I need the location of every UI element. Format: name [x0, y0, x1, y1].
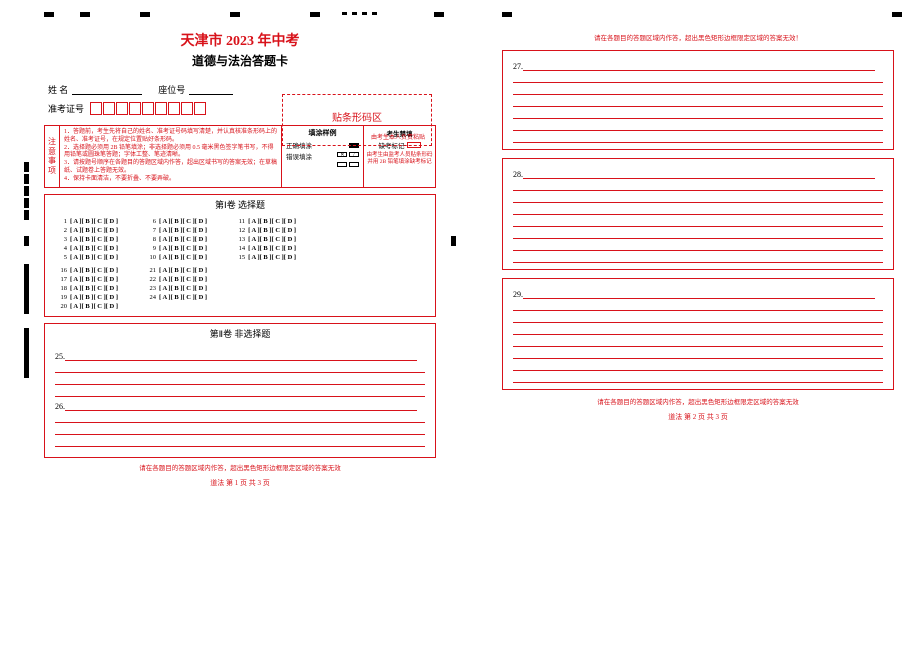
title-block: 天津市 2023 年中考 道德与法治答题卡	[20, 30, 460, 69]
answer-line[interactable]	[55, 435, 425, 447]
mcq-row[interactable]: 11[ A ][ B ][ C ][ D ]	[233, 218, 296, 225]
name-input[interactable]	[72, 85, 142, 95]
mcq-row[interactable]: 12[ A ][ B ][ C ][ D ]	[233, 227, 296, 234]
mcq-section: 第Ⅰ卷 选择题 1[ A ][ B ][ C ][ D ] 2[ A ][ B ]…	[44, 194, 436, 317]
frq-box: 29.	[502, 278, 894, 390]
mcq-row[interactable]: 19[ A ][ B ][ C ][ D ]	[55, 294, 118, 301]
mcq-row[interactable]: 5[ A ][ B ][ C ][ D ]	[55, 254, 118, 261]
mcq-row[interactable]: 8[ A ][ B ][ C ][ D ]	[144, 236, 207, 243]
answer-line[interactable]	[513, 371, 883, 383]
answer-line[interactable]	[513, 335, 883, 347]
mcq-row[interactable]: 24[ A ][ B ][ C ][ D ]	[144, 294, 207, 301]
mcq-row[interactable]: 3[ A ][ B ][ C ][ D ]	[55, 236, 118, 243]
answer-line[interactable]	[513, 95, 883, 107]
mcq-row[interactable]: 15[ A ][ B ][ C ][ D ]	[233, 254, 296, 261]
answer-line[interactable]	[513, 191, 883, 203]
barcode-zone: 贴条形码区 由考生本人负责粘贴	[282, 94, 432, 146]
mcq-row[interactable]: 13[ A ][ B ][ C ][ D ]	[233, 236, 296, 243]
answer-line[interactable]	[513, 119, 883, 131]
seat-input[interactable]	[189, 85, 233, 95]
mcq-row[interactable]: 6[ A ][ B ][ C ][ D ]	[144, 218, 207, 225]
frq-question-number: 25.	[55, 351, 425, 361]
mcq-row[interactable]: 14[ A ][ B ][ C ][ D ]	[233, 245, 296, 252]
answer-line[interactable]	[55, 361, 425, 373]
examid-label: 准考证号	[48, 102, 84, 115]
mark-wrong-icon	[337, 152, 347, 157]
section-2-title: 第Ⅱ卷 非选择题	[45, 324, 435, 343]
frq-question-number: 29.	[513, 289, 883, 299]
answer-line[interactable]	[513, 323, 883, 335]
mcq-row[interactable]: 7[ A ][ B ][ C ][ D ]	[144, 227, 207, 234]
answer-line[interactable]	[513, 203, 883, 215]
mcq-row[interactable]: 4[ A ][ B ][ C ][ D ]	[55, 245, 118, 252]
answer-line[interactable]	[55, 373, 425, 385]
answer-line[interactable]	[55, 411, 425, 423]
section-1-title: 第Ⅰ卷 选择题	[45, 195, 435, 214]
answer-line[interactable]	[513, 131, 883, 143]
notice-body: 1．答题前，考生先将自己的姓名、准考证号码填写清楚，并认真核准条形码上的姓名、准…	[60, 125, 282, 188]
page-warning: 请在各题目的答题区域内作答，超出黑色矩形边框限定区域的答案无效	[20, 462, 460, 472]
answer-line[interactable]	[513, 83, 883, 95]
top-warning: 请在各题目的答题区域内作答，超出黑色矩形边框限定区域的答案无效！	[478, 12, 918, 42]
answer-line[interactable]	[55, 385, 425, 397]
answer-line[interactable]	[513, 179, 883, 191]
mcq-row[interactable]: 23[ A ][ B ][ C ][ D ]	[144, 285, 207, 292]
barcode-note: 由考生本人负责粘贴	[283, 132, 431, 141]
examid-boxes[interactable]	[90, 102, 207, 115]
title-sub: 道德与法治答题卡	[20, 52, 460, 69]
answer-sheet-page-2: 请在各题目的答题区域内作答，超出黑色矩形边框限定区域的答案无效！ 27. 28. 2…	[478, 12, 918, 632]
answer-line[interactable]	[513, 71, 883, 83]
mcq-row[interactable]: 21[ A ][ B ][ C ][ D ]	[144, 267, 207, 274]
notice-label: 注意 事项	[44, 125, 60, 188]
answer-line[interactable]	[513, 215, 883, 227]
answer-line[interactable]	[513, 311, 883, 323]
mark-wrong-icon	[349, 162, 359, 167]
page-footer-left: 道法 第 1 页 共 3 页	[20, 478, 460, 488]
frq-question-number: 27.	[513, 61, 883, 71]
frq-question-number: 26.	[55, 401, 425, 411]
answer-line[interactable]	[55, 423, 425, 435]
frq-box: 27.	[502, 50, 894, 150]
mcq-grid[interactable]: 1[ A ][ B ][ C ][ D ] 2[ A ][ B ][ C ][ D…	[45, 214, 435, 267]
page-warning-2: 请在各题目的答题区域内作答，超出黑色矩形边框限定区域的答案无效	[478, 396, 918, 406]
answer-line[interactable]	[513, 347, 883, 359]
title-main: 天津市 2023 年中考	[20, 30, 460, 50]
answer-line[interactable]	[513, 299, 883, 311]
mcq-grid-2[interactable]: 16[ A ][ B ][ C ][ D ] 17[ A ][ B ][ C ][…	[45, 267, 435, 316]
answer-line[interactable]	[513, 359, 883, 371]
mcq-row[interactable]: 17[ A ][ B ][ C ][ D ]	[55, 276, 118, 283]
mcq-row[interactable]: 2[ A ][ B ][ C ][ D ]	[55, 227, 118, 234]
answer-line[interactable]	[513, 239, 883, 251]
answer-sheet-page-1: 天津市 2023 年中考 道德与法治答题卡 姓 名 座位号 准考证号 贴条形码区…	[20, 12, 460, 632]
mcq-row[interactable]: 9[ A ][ B ][ C ][ D ]	[144, 245, 207, 252]
page-footer-right: 道法 第 2 页 共 3 页	[478, 412, 918, 422]
answer-line[interactable]	[513, 227, 883, 239]
mcq-row[interactable]: 22[ A ][ B ][ C ][ D ]	[144, 276, 207, 283]
frq-question-number: 28.	[513, 169, 883, 179]
mark-wrong-icon	[349, 152, 359, 157]
frq-box: 28.	[502, 158, 894, 270]
mcq-row[interactable]: 16[ A ][ B ][ C ][ D ]	[55, 267, 118, 274]
mcq-row[interactable]: 10[ A ][ B ][ C ][ D ]	[144, 254, 207, 261]
name-label: 姓 名	[48, 83, 68, 96]
mcq-row[interactable]: 20[ A ][ B ][ C ][ D ]	[55, 303, 118, 310]
barcode-title: 贴条形码区	[283, 109, 431, 124]
frq-section-left: 第Ⅱ卷 非选择题 25. 26.	[44, 323, 436, 458]
answer-line[interactable]	[513, 107, 883, 119]
mcq-row[interactable]: 18[ A ][ B ][ C ][ D ]	[55, 285, 118, 292]
mcq-row[interactable]: 1[ A ][ B ][ C ][ D ]	[55, 218, 118, 225]
mark-wrong-icon	[337, 162, 347, 167]
seat-label: 座位号	[158, 83, 185, 96]
answer-line[interactable]	[513, 251, 883, 263]
